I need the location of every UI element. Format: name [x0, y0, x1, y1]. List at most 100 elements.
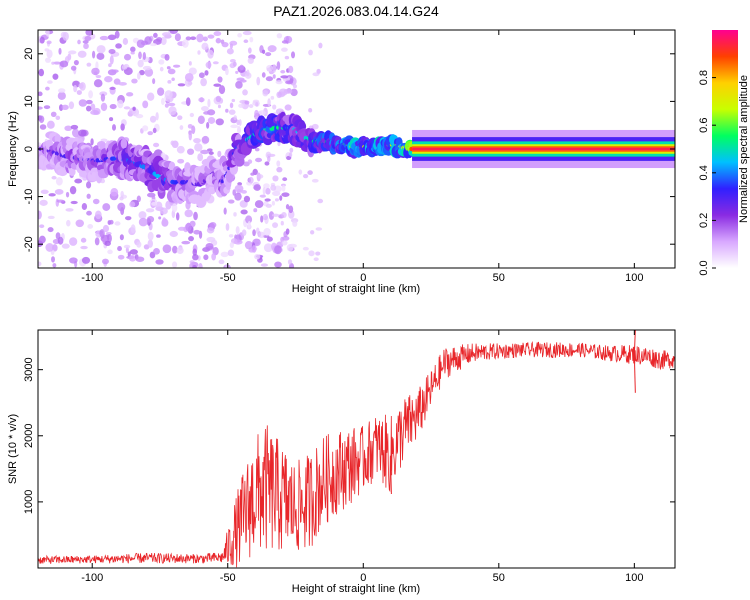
spectrogram-cell	[184, 72, 194, 82]
spectrogram-cell	[207, 98, 211, 108]
spectrogram-cell	[261, 72, 266, 78]
spectrogram-cell	[38, 115, 45, 124]
spectrogram-cell	[38, 261, 42, 267]
spectrogram-cell	[239, 64, 244, 71]
spectrogram-cell	[53, 61, 61, 65]
spectrogram-cell	[123, 53, 132, 61]
spectrogram-cell	[201, 106, 209, 112]
spectrogram-cell	[265, 76, 274, 82]
spectrogram-cell	[138, 217, 148, 227]
spectrogram-cell	[155, 259, 164, 265]
colorbar-tick-label: 0.0	[698, 260, 710, 275]
spectrogram-cell	[38, 91, 43, 97]
colorbar-tick-label: 0.4	[698, 165, 710, 180]
spectrogram-cell	[69, 237, 78, 246]
spectrogram-cell	[142, 100, 149, 109]
spectrogram-cell	[158, 216, 162, 220]
snr-plot-area	[38, 330, 675, 568]
spectrogram-cell	[307, 170, 313, 175]
spectrogram-cell	[235, 226, 240, 235]
spectrogram-cell	[208, 186, 216, 195]
colorbar-tick-label: 0.2	[698, 213, 710, 228]
spectrogram-cell	[100, 102, 108, 112]
spectrogram-cell	[115, 43, 122, 49]
spectrogram-cell	[260, 215, 264, 223]
spectrogram-cell	[206, 226, 215, 234]
spectrogram-cell	[262, 49, 266, 55]
spectrogram-cell	[270, 184, 277, 191]
spectrogram-cell	[203, 111, 211, 115]
spectrogram-cell	[298, 169, 303, 175]
spectrogram-cell	[188, 61, 192, 66]
spectrogram-cell	[194, 143, 203, 152]
spectrogram-cell	[263, 243, 273, 253]
snr-x-label: Height of straight line (km)	[292, 583, 420, 595]
spectrogram-cell	[45, 30, 50, 37]
spectrogram-cell	[167, 68, 176, 75]
colorbar-tick-label: 0.6	[698, 118, 710, 133]
spectrogram-cell	[286, 244, 294, 252]
spectrogram-cell	[229, 62, 236, 69]
spectrogram-cell	[166, 66, 171, 70]
spectrogram-cell	[179, 125, 184, 130]
spectrogram-cell	[117, 246, 122, 252]
spectrogram-cell	[152, 78, 156, 85]
spectrogram-cell	[135, 256, 145, 262]
spectrogram-cell	[117, 202, 126, 212]
spectrogram-cell	[242, 30, 252, 36]
spectrogram-cell	[149, 115, 157, 123]
spectrogram-cell	[290, 88, 298, 97]
spectrogram-cell	[80, 245, 88, 250]
spectrogram-cell	[230, 124, 239, 129]
spectrogram-cell	[203, 254, 209, 261]
spectrogram-cell	[205, 243, 214, 250]
spectrogram-cell	[188, 67, 197, 75]
spectrogram-cell	[156, 37, 163, 42]
spectrogram-cell	[162, 244, 172, 254]
spectrogram-cell	[51, 61, 55, 65]
snr-frame	[37, 329, 676, 569]
spectrogram-cell	[276, 33, 283, 39]
spectrogram-cell	[258, 231, 265, 239]
spectrogram-x-label: Height of straight line (km)	[292, 283, 420, 295]
spectrogram-cell	[200, 149, 210, 155]
spectrogram-cell	[95, 61, 99, 70]
spectrogram-cell	[167, 79, 172, 84]
spectrogram-cell	[75, 219, 84, 228]
spectrogram-cell	[81, 202, 88, 211]
spectrogram-cell	[50, 111, 57, 118]
spectrogram-cell	[254, 254, 261, 260]
snr-y-ticks: 1000 2000 3000	[23, 357, 675, 514]
spectrogram-cell	[247, 220, 251, 229]
spectrogram-cell	[102, 258, 109, 265]
spectrogram-cell	[206, 122, 210, 129]
spectrogram-cell	[136, 241, 142, 248]
y-tick-label: 10	[23, 95, 35, 107]
spectrogram-cell	[119, 196, 124, 201]
spectrogram-cell	[38, 142, 42, 146]
spectrogram-cell	[129, 201, 136, 208]
spectrogram-cell	[281, 47, 288, 52]
spectrogram-cell	[135, 113, 144, 119]
spectrogram-cell	[146, 216, 155, 223]
spectrogram-cell	[187, 148, 195, 155]
spectrogram-cell	[272, 104, 277, 110]
spectrogram-cell	[272, 64, 277, 73]
spectrogram-cell	[226, 48, 234, 55]
spectrogram-cell	[111, 69, 119, 73]
spectrogram-cell	[213, 83, 222, 87]
spectrogram-cell	[243, 39, 249, 44]
spectrogram-cell	[38, 235, 46, 244]
spectrogram-cell	[164, 54, 170, 61]
spectrogram-cell	[197, 115, 205, 125]
spectrogram-cell	[187, 81, 193, 86]
spectrogram-cell	[212, 61, 219, 65]
spectrogram-cell	[288, 152, 293, 158]
colorbar-tick-label: 0.8	[698, 70, 710, 85]
spectrogram-cell	[267, 45, 277, 53]
spectrogram-cell	[122, 37, 129, 45]
spectrogram-cell	[267, 155, 271, 163]
spectrogram-cell	[262, 186, 266, 196]
y-tick-label: 0	[23, 146, 35, 152]
spectrogram-cell	[84, 35, 92, 42]
